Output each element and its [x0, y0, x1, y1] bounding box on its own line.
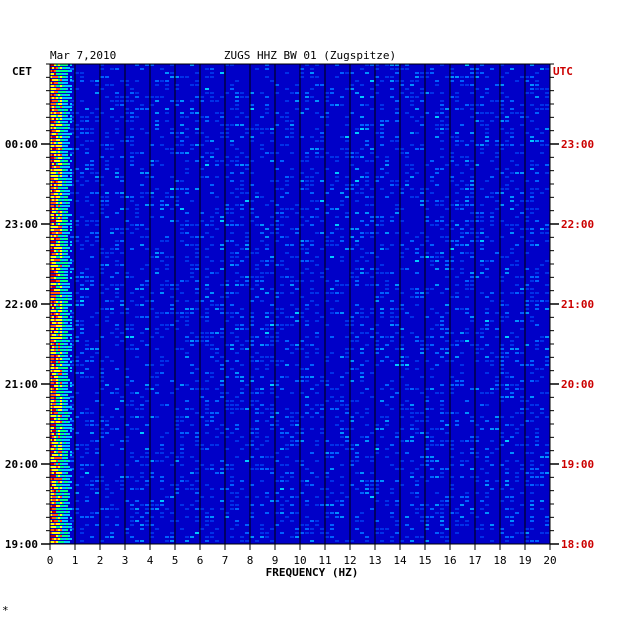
right-tick-label: 22:00 — [561, 218, 594, 231]
date-label: Mar 7,2010 — [50, 49, 116, 62]
x-tick-label: 2 — [97, 554, 104, 567]
left-axis-label: CET — [12, 65, 32, 78]
x-tick-label: 14 — [393, 554, 407, 567]
x-tick-label: 20 — [543, 554, 556, 567]
spectrogram-plot — [49, 63, 551, 545]
frequency-grid — [74, 64, 526, 544]
low-frequency-band — [50, 64, 72, 543]
chart-title: ZUGS HHZ BW 01 (Zugspitze) — [224, 49, 396, 62]
x-axis: 0 1 2 3 4 5 6 7 8 9 10 11 12 13 14 15 16 17 18 19 20 — [47, 544, 557, 567]
left-tick-label: 23:00 — [5, 218, 38, 231]
right-tick-label: 21:00 — [561, 298, 594, 311]
spectrogram-texture — [70, 64, 549, 542]
right-tick-label: 19:00 — [561, 458, 594, 471]
x-tick-label: 8 — [247, 554, 254, 567]
x-tick-label: 5 — [172, 554, 179, 567]
right-axis: 23:00 22:00 21:00 20:00 19:00 18:00 — [550, 63, 594, 551]
right-tick-label: 23:00 — [561, 138, 594, 151]
x-tick-label: 15 — [418, 554, 431, 567]
x-tick-label: 10 — [293, 554, 306, 567]
left-tick-label: 21:00 — [5, 378, 38, 391]
x-tick-label: 3 — [122, 554, 129, 567]
right-tick-label: 18:00 — [561, 538, 594, 551]
x-tick-label: 17 — [468, 554, 481, 567]
x-tick-label: 11 — [318, 554, 331, 567]
right-axis-label: UTC — [553, 65, 573, 78]
x-tick-label: 19 — [518, 554, 531, 567]
x-tick-label: 12 — [343, 554, 356, 567]
x-tick-label: 9 — [272, 554, 279, 567]
left-tick-label: 00:00 — [5, 138, 38, 151]
x-tick-label: 4 — [147, 554, 154, 567]
x-tick-label: 18 — [493, 554, 506, 567]
x-tick-label: 6 — [197, 554, 204, 567]
left-tick-label: 20:00 — [5, 458, 38, 471]
x-axis-label: FREQUENCY (HZ) — [266, 566, 359, 579]
x-tick-label: 16 — [443, 554, 456, 567]
left-axis: 00:00 23:00 22:00 21:00 20:00 19:00 — [5, 63, 50, 551]
right-tick-label: 20:00 — [561, 378, 594, 391]
x-tick-label: 1 — [72, 554, 79, 567]
left-tick-label: 19:00 — [5, 538, 38, 551]
left-tick-label: 22:00 — [5, 298, 38, 311]
x-tick-label: 0 — [47, 554, 54, 567]
x-tick-label: 13 — [368, 554, 381, 567]
footer-mark: * — [2, 604, 9, 617]
x-tick-label: 7 — [222, 554, 229, 567]
